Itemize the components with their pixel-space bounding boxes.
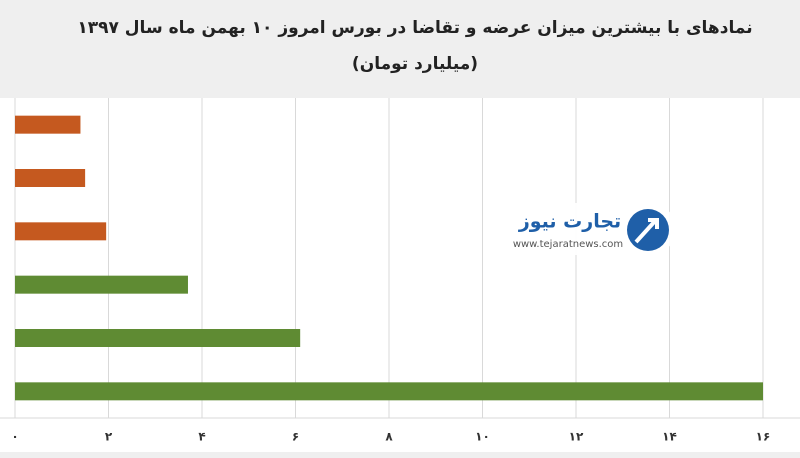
x-tick-label: ۱۲ — [569, 430, 584, 444]
bar — [15, 115, 81, 134]
bar — [15, 222, 107, 241]
watermark-url: www.tejaratnews.com — [513, 239, 623, 250]
watermark-brand: تجارت نیوز — [518, 211, 621, 233]
x-tick-label: ۰ — [11, 430, 18, 444]
bar — [15, 329, 301, 347]
bars — [15, 115, 763, 401]
watermark: تجارت نیوز www.tejaratnews.com — [498, 203, 676, 255]
x-tick-label: ۱۴ — [662, 430, 677, 444]
x-tick-label: ۶ — [292, 430, 299, 444]
chart-subtitle: (میلیارد تومان) — [352, 54, 478, 74]
watermark-arrow — [634, 218, 659, 244]
bar — [15, 169, 86, 187]
x-tick-label: ۱۶ — [756, 430, 771, 444]
x-axis: ۰ ۲ ۴ ۶ ۸ ۱۰ ۱۲ ۱۴ ۱۶ — [11, 430, 770, 444]
x-tick-label: ۸ — [385, 430, 393, 444]
grid — [0, 98, 800, 419]
x-tick-label: ۴ — [198, 430, 205, 444]
bar — [15, 382, 763, 401]
bar — [15, 275, 188, 294]
x-tick-label: ۲ — [105, 430, 113, 444]
header-background — [0, 0, 800, 98]
chart-title: نمادهای با بیشترین میزان عرضه و تقاضا در… — [77, 18, 752, 38]
footer-background — [0, 452, 800, 458]
x-tick-label: ۱۰ — [475, 430, 490, 444]
